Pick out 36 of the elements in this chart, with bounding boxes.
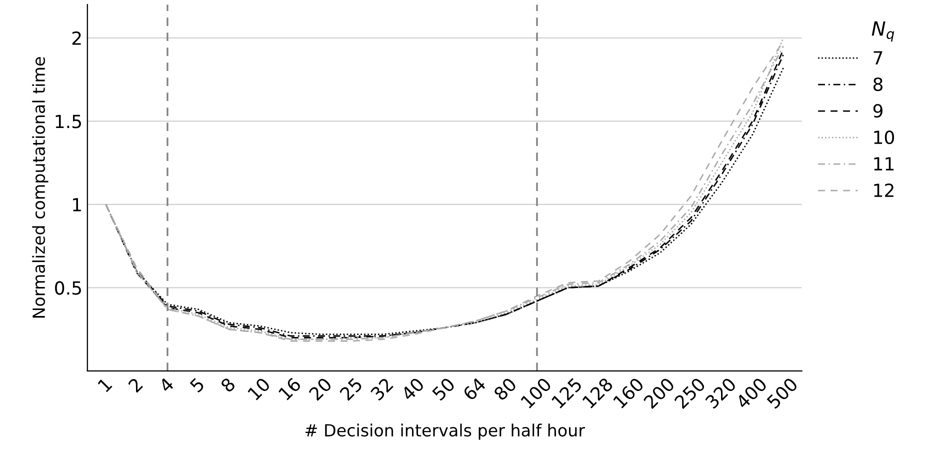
legend-label: 9 — [873, 104, 882, 118]
x-tick-label: 160 — [612, 376, 644, 409]
legend-label: 7 — [874, 51, 882, 64]
x-tick-label: 400 — [735, 376, 768, 410]
x-tick-label: 80 — [492, 376, 518, 402]
y-tick-label: 1.5 — [56, 114, 81, 128]
x-tick-label: 25 — [339, 377, 363, 402]
x-tick-label: 32 — [370, 377, 394, 401]
y-tick-label: 2 — [72, 31, 81, 45]
x-tick-label: 500 — [766, 376, 798, 410]
x-tick-label: 10 — [247, 376, 271, 401]
x-tick-label: 50 — [432, 376, 456, 401]
x-tick-label: 320 — [704, 376, 737, 410]
y-axis-title: Normalized computational time — [32, 57, 48, 318]
legend-label: 12 — [874, 183, 894, 197]
x-axis-title: # Decision intervals per half hour — [306, 424, 586, 440]
x-tick-label: 8 — [220, 376, 236, 393]
x-tick-label: 40 — [400, 376, 425, 402]
x-tick-label: 100 — [520, 376, 552, 409]
x-tick-label: 4 — [158, 376, 174, 394]
x-tick-label: 64 — [462, 376, 487, 402]
x-tick-label: 2 — [128, 377, 143, 393]
y-tick-label: 0.5 — [55, 281, 81, 295]
x-tick-label: 1 — [97, 377, 112, 392]
x-tick-label: 20 — [308, 376, 332, 402]
x-tick-label: 200 — [642, 376, 676, 410]
x-tick-label: 250 — [674, 376, 706, 410]
legend-title: N$_{q}$ — [872, 21, 894, 42]
y-tick-label: 1 — [73, 198, 81, 212]
legend-label: 10 — [874, 130, 894, 144]
x-tick-label: 5 — [189, 377, 205, 393]
x-tick-label: 125 — [551, 377, 583, 409]
x-tick-label: 16 — [278, 376, 302, 401]
legend-label: 11 — [874, 157, 894, 170]
legend-label: 8 — [873, 77, 882, 92]
x-tick-label: 128 — [582, 376, 614, 409]
